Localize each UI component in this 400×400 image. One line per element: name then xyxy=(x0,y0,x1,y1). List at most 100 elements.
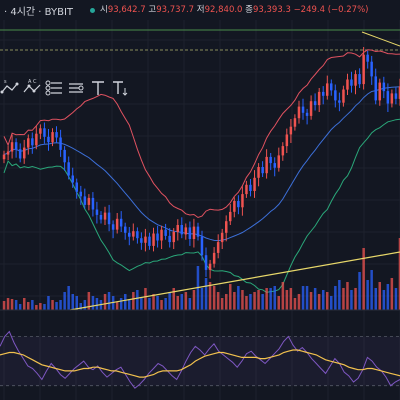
candle-body xyxy=(31,138,34,146)
brush-tool-icon[interactable] xyxy=(66,78,86,98)
candle-body xyxy=(305,112,309,116)
candle-body xyxy=(342,89,345,103)
candle-body xyxy=(220,232,224,243)
volume-bar xyxy=(317,294,321,310)
volume-bar xyxy=(261,294,264,310)
candle-body xyxy=(47,136,50,143)
volume-bar xyxy=(390,278,394,310)
candle-body xyxy=(23,147,26,159)
candle-body xyxy=(200,236,204,256)
close-value: 93,393.3 xyxy=(253,5,291,15)
volume-bar xyxy=(338,280,341,310)
candle-body xyxy=(63,149,66,163)
candle-body xyxy=(35,133,38,146)
candle-body xyxy=(245,184,248,195)
volume-bar xyxy=(220,298,224,310)
candle-body xyxy=(249,184,252,191)
volume-bar xyxy=(378,282,381,310)
pen-tool-icon[interactable] xyxy=(44,78,64,98)
volume-bar xyxy=(128,300,131,310)
volume-bar xyxy=(55,302,58,310)
candle-body xyxy=(338,100,341,103)
volume-bar xyxy=(103,294,107,310)
candle-body xyxy=(212,252,216,264)
candle-body xyxy=(309,101,313,116)
volume-bar xyxy=(289,288,293,310)
volume-bar xyxy=(124,294,127,310)
volume-bar xyxy=(63,292,66,310)
candle-body xyxy=(148,236,151,246)
trendline-top xyxy=(361,31,400,47)
volume-bar xyxy=(10,299,14,310)
change-value: −249.4 (−0.27%) xyxy=(293,5,369,15)
volume-bar xyxy=(237,286,240,310)
candle-body xyxy=(229,211,232,222)
candle-body xyxy=(277,155,280,168)
low-value: 92,840.0 xyxy=(204,5,243,15)
volume-bar xyxy=(342,288,345,310)
open-value: 93,642.7 xyxy=(107,5,146,15)
candle-body xyxy=(322,91,325,96)
candle-body xyxy=(71,175,74,183)
candle-body xyxy=(119,218,123,227)
volume-bar xyxy=(334,286,337,310)
low-label: 저 xyxy=(196,5,205,15)
volume-bar xyxy=(132,292,135,310)
candle-body xyxy=(87,197,91,205)
volume-bar xyxy=(208,282,212,310)
candle-body xyxy=(27,138,30,148)
bollinger-basis-line xyxy=(3,86,400,242)
candle-body xyxy=(233,201,236,212)
candle-body xyxy=(358,74,361,85)
ohlc-readout: 시93,642.7 고93,737.7 저92,840.0 종93,393.3 … xyxy=(100,3,368,15)
candle-body xyxy=(366,54,369,62)
volume-bar xyxy=(293,298,297,310)
candle-body xyxy=(394,93,398,99)
volume-bar xyxy=(144,288,147,310)
candle-body xyxy=(204,255,208,270)
volume-bar xyxy=(188,298,192,310)
volume-bar xyxy=(180,294,183,310)
symbol-title[interactable]: · 4시간 · BYBIT xyxy=(4,7,73,18)
candle-body xyxy=(378,82,381,101)
candle-body xyxy=(172,232,175,243)
candle-body xyxy=(301,106,305,113)
candle-body xyxy=(285,134,289,147)
candle-body xyxy=(103,212,107,220)
candle-body xyxy=(39,128,42,134)
volume-bar xyxy=(374,288,377,310)
candle-body xyxy=(115,218,119,230)
candle-body xyxy=(67,162,70,176)
volume-bar xyxy=(51,300,54,310)
path-tool-icon[interactable]: s xyxy=(0,78,20,98)
market-status-icon xyxy=(90,8,95,13)
candle-body xyxy=(51,132,54,143)
volume-bar xyxy=(281,282,285,310)
polyline-tool-icon[interactable]: A C xyxy=(22,78,42,98)
volume-bar xyxy=(31,300,34,310)
volume-bar xyxy=(148,298,151,310)
volume-bar xyxy=(204,278,208,310)
close-label: 종 xyxy=(245,5,253,15)
candle-body xyxy=(241,194,244,208)
volume-bar xyxy=(330,296,333,310)
candle-body xyxy=(188,227,192,239)
volume-bar xyxy=(297,294,301,310)
candle-body xyxy=(382,82,386,92)
volume-bar xyxy=(23,298,26,310)
candle-body xyxy=(225,221,228,233)
volume-bar xyxy=(350,290,353,310)
candle-body xyxy=(398,86,400,99)
volume-bar xyxy=(140,298,143,310)
candle-body xyxy=(2,154,6,160)
svg-text:A C: A C xyxy=(28,79,37,85)
candle-body xyxy=(208,263,212,270)
volume-bar xyxy=(394,288,398,310)
candle-body xyxy=(374,76,377,101)
candle-body xyxy=(164,229,167,236)
anchored-text-tool-icon[interactable] xyxy=(110,78,130,98)
volume-bar xyxy=(35,305,38,310)
candle-body xyxy=(111,224,115,230)
text-tool-icon[interactable] xyxy=(88,78,108,98)
